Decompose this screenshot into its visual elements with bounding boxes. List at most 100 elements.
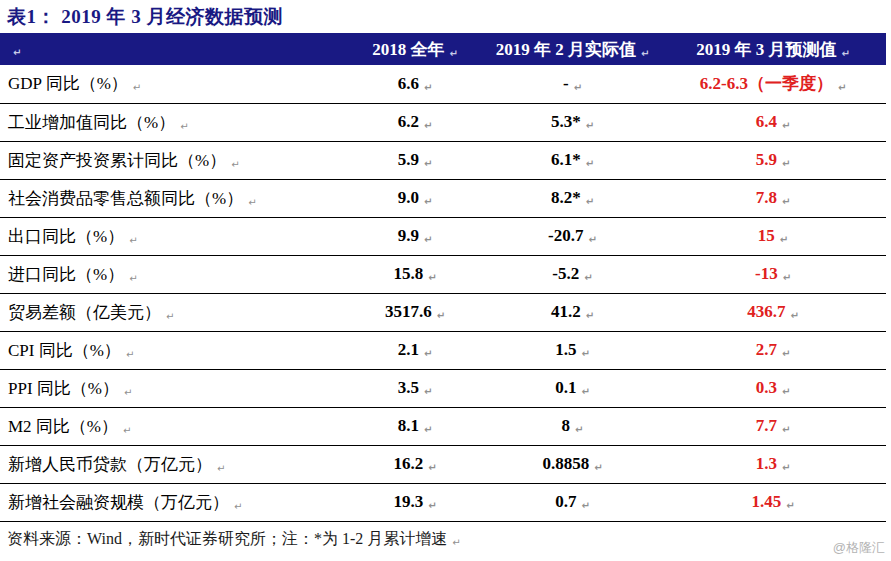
paragraph-mark-icon: ↵ [428, 462, 436, 473]
value-mar-2019-forecast: 7.7↵ [660, 407, 886, 445]
table-row: 工业增加值同比（%）↵6.2↵5.3*↵6.4↵ [0, 103, 886, 141]
value-feb-2019-text: 0.8858 [542, 454, 589, 473]
paragraph-mark-icon: ↵ [586, 310, 594, 321]
paragraph-mark-icon: ↵ [783, 272, 791, 283]
row-label: 工业增加值同比（%） ↵ [0, 103, 345, 141]
paragraph-mark-icon: ↵ [180, 121, 188, 132]
paragraph-mark-icon: ↵ [586, 196, 594, 207]
paragraph-mark-icon: ↵ [424, 82, 432, 93]
paragraph-mark-icon: ↵ [838, 82, 846, 93]
watermark: @格隆汇 [833, 539, 885, 557]
table-row: 社会消费品零售总额同比（%） ↵ 9.0↵ 8.2* ↵ 7.8 ↵ [0, 179, 886, 217]
paragraph-mark-icon: ↵ [584, 272, 592, 283]
value-mar-2019-forecast: 6.2-6.3（一季度）↵ [660, 65, 886, 103]
value-feb-2019: 1.5↵ [485, 331, 660, 369]
paragraph-mark-icon: ↵ [581, 348, 589, 359]
value-mar-2019-forecast-text: -13 [755, 264, 778, 283]
value-mar-2019-forecast-text: 5.9 [756, 150, 777, 169]
paragraph-mark-icon: ↵ [424, 120, 432, 131]
paragraph-mark-icon: ↵ [782, 196, 790, 207]
value-2018: 16.2↵ [345, 445, 485, 483]
row-label: CPI 同比（%）↵ [0, 331, 345, 369]
row-label-text: M2 同比（%） [8, 417, 118, 436]
value-2018-text: 9.9 [398, 226, 419, 245]
row-label-text: 进口同比（%） [8, 265, 124, 284]
value-2018-text: 3.5 [398, 378, 419, 397]
paragraph-mark-icon: ↵ [586, 120, 594, 131]
value-feb-2019-text: 6.1* [551, 150, 581, 169]
row-label-text: 固定资产投资累计同比（%） [8, 151, 226, 170]
paragraph-mark-icon: ↵ [123, 425, 131, 436]
row-label: 新增社会融资规模（万亿元）↵ [0, 483, 345, 521]
value-2018: 15.8↵ [345, 255, 485, 293]
value-2018: 3517.6↵ [345, 293, 485, 331]
value-mar-2019-forecast: 1.45↵ [660, 483, 886, 521]
paragraph-mark-icon: ↵ [428, 500, 436, 511]
header-cell-2018: 2018 全年 ↵ [345, 33, 485, 65]
value-mar-2019-forecast-text: 1.3 [756, 454, 777, 473]
row-label-text: 工业增加值同比（%） [8, 113, 175, 132]
table-title: 表1： 2019 年 3 月经济数据预测 [0, 0, 891, 33]
value-feb-2019: 8↵ [485, 407, 660, 445]
value-feb-2019-text: -5.2 [552, 264, 579, 283]
paragraph-mark-icon: ↵ [424, 386, 432, 397]
value-feb-2019: 41.2↵ [485, 293, 660, 331]
value-feb-2019-text: -20.7 [548, 226, 583, 245]
value-mar-2019-forecast-text: 15 [758, 226, 775, 245]
value-feb-2019: -5.2 ↵ [485, 255, 660, 293]
paragraph-mark-icon: ↵ [581, 386, 589, 397]
paragraph-mark-icon: ↵ [231, 159, 239, 170]
header-cell-indicator: ↵ [0, 33, 345, 65]
row-label-text: 新增人民币贷款（万亿元） [8, 455, 212, 474]
value-feb-2019: 0.7↵ [485, 483, 660, 521]
paragraph-mark-icon: ↵ [129, 235, 137, 246]
header-label: 2019 年 2 月实际值 [496, 40, 636, 59]
value-mar-2019-forecast-text: 7.8 [756, 188, 777, 207]
row-label-text: 出口同比（%） [8, 227, 124, 246]
paragraph-mark-icon: ↵ [782, 158, 790, 169]
paragraph-mark-icon: ↵ [449, 48, 457, 59]
paragraph-mark-icon: ↵ [424, 424, 432, 435]
value-2018-text: 8.1 [398, 416, 419, 435]
row-label: 进口同比（%） ↵ [0, 255, 345, 293]
paragraph-mark-icon: ↵ [581, 500, 589, 511]
value-2018-text: 9.0 [398, 188, 419, 207]
paragraph-mark-icon: ↵ [790, 310, 798, 321]
paragraph-mark-icon: ↵ [574, 82, 582, 93]
paragraph-mark-icon: ↵ [575, 424, 583, 435]
paragraph-mark-icon: ↵ [782, 386, 790, 397]
value-mar-2019-forecast: 15↵ [660, 217, 886, 255]
value-feb-2019-text: 8.2* [551, 188, 581, 207]
paragraph-mark-icon: ↵ [782, 424, 790, 435]
paragraph-mark-icon: ↵ [841, 48, 849, 59]
value-2018-text: 2.1 [398, 340, 419, 359]
paragraph-mark-icon: ↵ [129, 273, 137, 284]
paragraph-mark-icon: ↵ [234, 501, 242, 512]
value-mar-2019-forecast: 1.3↵ [660, 445, 886, 483]
paragraph-mark-icon: ↵ [437, 310, 445, 321]
report-table-page: 表1： 2019 年 3 月经济数据预测 ↵ 2018 全年 ↵ 2019 年 2… [0, 0, 891, 561]
value-2018: 9.0↵ [345, 179, 485, 217]
row-label-text: GDP 同比（%） [8, 74, 128, 93]
paragraph-mark-icon: ↵ [428, 272, 436, 283]
value-feb-2019: 5.3* ↵ [485, 103, 660, 141]
paragraph-mark-icon: ↵ [13, 47, 21, 58]
value-feb-2019-text: 5.3* [551, 112, 581, 131]
table-row: 新增社会融资规模（万亿元）↵19.3↵0.7↵1.45↵ [0, 483, 886, 521]
row-label: 出口同比（%） ↵ [0, 217, 345, 255]
row-label: 贸易差额（亿美元）↵ [0, 293, 345, 331]
value-2018-text: 5.9 [398, 150, 419, 169]
value-feb-2019-text: 0.1 [555, 378, 576, 397]
paragraph-mark-icon: ↵ [452, 537, 460, 548]
paragraph-mark-icon: ↵ [786, 500, 794, 511]
value-2018-text: 6.2 [398, 112, 419, 131]
value-2018: 19.3↵ [345, 483, 485, 521]
value-mar-2019-forecast: -13 ↵ [660, 255, 886, 293]
paragraph-mark-icon: ↵ [424, 234, 432, 245]
row-label-text: 社会消费品零售总额同比（%） [8, 189, 243, 208]
paragraph-mark-icon: ↵ [124, 387, 132, 398]
paragraph-mark-icon: ↵ [248, 197, 256, 208]
value-feb-2019: -↵ [485, 65, 660, 103]
paragraph-mark-icon: ↵ [586, 158, 594, 169]
header-label: 2018 全年 [372, 40, 444, 59]
